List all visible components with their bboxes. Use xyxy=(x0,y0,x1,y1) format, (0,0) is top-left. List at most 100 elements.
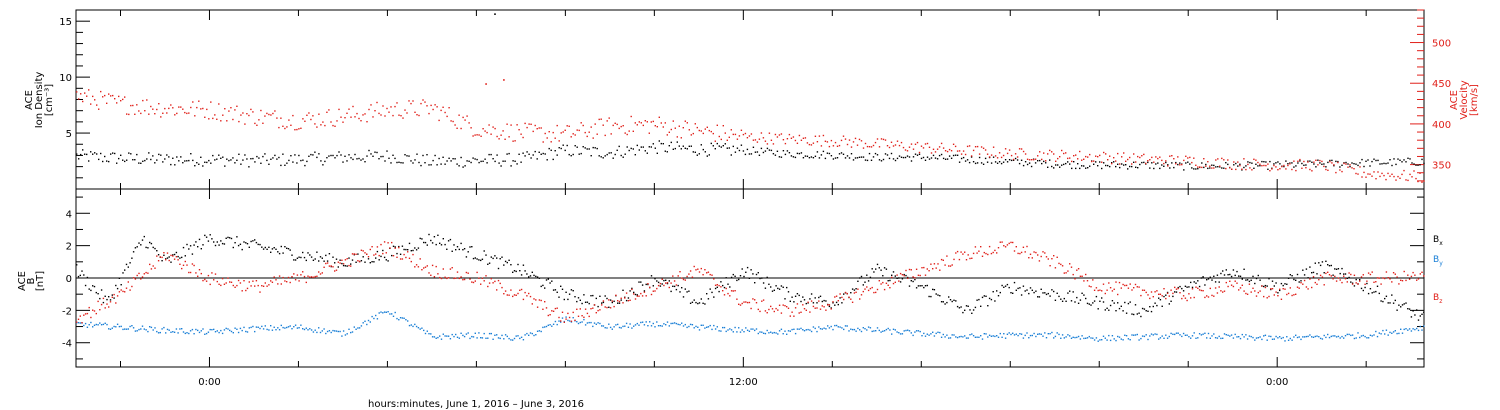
b-x-point xyxy=(496,257,498,259)
b-x-point xyxy=(1168,303,1170,305)
b-z-point xyxy=(932,268,934,270)
velocity-point xyxy=(732,133,734,136)
velocity-point xyxy=(680,137,682,139)
b-y-point xyxy=(773,331,775,334)
velocity-point xyxy=(146,99,148,101)
velocity-point xyxy=(1091,160,1093,163)
b-z-point xyxy=(1385,271,1388,273)
b-y-point xyxy=(857,327,859,330)
density-point xyxy=(494,160,496,163)
b-y-point xyxy=(1389,331,1391,334)
b-z-point xyxy=(237,279,240,282)
density-point xyxy=(446,160,448,162)
b-z-point xyxy=(177,259,179,261)
b-z-point xyxy=(1232,285,1235,288)
b-x-point xyxy=(367,258,370,260)
b-x-point xyxy=(111,294,113,296)
b-z-point xyxy=(1006,244,1009,246)
b-z-point xyxy=(1125,284,1128,287)
density-point xyxy=(818,157,821,159)
b-z-point xyxy=(280,283,282,285)
b-x-point xyxy=(451,250,453,252)
velocity-point xyxy=(318,113,320,115)
b-x-point xyxy=(1236,270,1238,273)
velocity-point xyxy=(1111,162,1113,165)
b-x-point xyxy=(282,252,284,254)
velocity-point xyxy=(430,104,432,107)
density-point xyxy=(258,157,260,159)
b-z-point xyxy=(1067,270,1069,272)
b-y-point xyxy=(807,328,809,331)
velocity-point xyxy=(1147,160,1149,162)
b-x-point xyxy=(1010,292,1012,294)
velocity-point xyxy=(1385,178,1387,181)
b-z-point xyxy=(949,265,952,267)
velocity-point xyxy=(1173,158,1175,160)
b-y-point xyxy=(983,333,985,335)
b-z-point xyxy=(472,281,475,284)
velocity-point xyxy=(1187,157,1189,159)
b-z-point xyxy=(689,270,692,272)
velocity-point xyxy=(760,132,763,134)
b-y-point xyxy=(988,334,991,336)
b-z-point xyxy=(496,289,498,291)
b-z-point xyxy=(1161,295,1163,297)
b-x-point xyxy=(385,259,387,261)
b-x-point xyxy=(307,252,309,254)
b-z-point xyxy=(433,276,436,278)
b-y-point xyxy=(522,339,525,341)
b-z-point xyxy=(405,256,407,259)
b-z-point xyxy=(335,269,338,271)
density-point xyxy=(1253,167,1255,169)
b-x-point xyxy=(99,297,101,300)
b-y-point xyxy=(399,317,402,319)
b-x-point xyxy=(910,280,912,282)
b-z-point xyxy=(520,288,523,291)
b-x-point xyxy=(617,302,619,304)
density-point xyxy=(576,146,578,148)
b-x-point xyxy=(794,295,797,297)
velocity-point xyxy=(120,100,122,102)
b-y-point xyxy=(102,323,105,326)
b-y-point xyxy=(1227,334,1229,336)
b-x-point xyxy=(424,241,427,244)
b-x-point xyxy=(536,276,539,278)
density-point xyxy=(1008,159,1011,161)
b-y-point xyxy=(618,326,621,329)
b-x-point xyxy=(1423,311,1425,313)
b-y-point xyxy=(789,330,791,332)
b-x-point xyxy=(1275,282,1277,284)
density-point xyxy=(1389,159,1391,161)
b-z-point xyxy=(622,302,624,304)
b-y-point xyxy=(1069,335,1071,337)
velocity-point xyxy=(1145,162,1147,165)
density-point xyxy=(236,159,238,161)
b-x-point xyxy=(246,243,249,245)
b-x-point xyxy=(387,260,389,262)
b-y-point xyxy=(1127,338,1130,340)
b-z-point xyxy=(812,305,815,308)
b-x-point xyxy=(170,261,172,263)
b-z-point xyxy=(415,264,418,266)
b-z-point xyxy=(440,277,443,280)
b-x-point xyxy=(396,252,398,255)
b-y-point xyxy=(1161,335,1163,337)
velocity-point xyxy=(548,131,550,133)
density-point xyxy=(802,157,805,159)
density-point xyxy=(524,155,526,157)
b-y-point xyxy=(1102,335,1105,337)
b-z-point xyxy=(1165,297,1167,300)
velocity-point xyxy=(608,117,610,119)
b-y-point xyxy=(140,328,142,330)
density-point xyxy=(980,162,983,164)
density-point xyxy=(826,152,829,154)
b-x-point xyxy=(577,297,580,299)
density-point xyxy=(956,154,959,156)
b-z-point xyxy=(444,276,446,278)
b-x-point xyxy=(755,273,758,276)
b-z-point xyxy=(287,276,290,279)
density-point xyxy=(606,153,608,156)
velocity-point xyxy=(762,137,765,139)
b-y-point xyxy=(999,332,1001,335)
b-z-point xyxy=(780,312,783,314)
